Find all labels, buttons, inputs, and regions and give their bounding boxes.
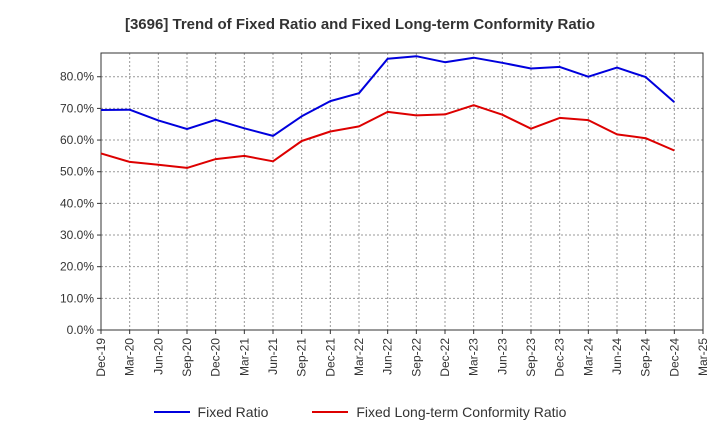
y-tick-label: 10.0% — [60, 291, 94, 305]
x-tick-label: Dec-19 — [94, 338, 108, 377]
x-tick-label: Mar-25 — [696, 338, 710, 376]
x-tick-label: Dec-24 — [667, 338, 681, 377]
y-tick-label: 30.0% — [60, 228, 94, 242]
x-tick-label: Mar-24 — [581, 338, 595, 376]
x-tick-label: Sep-24 — [639, 338, 653, 377]
x-tick-label: Dec-21 — [323, 338, 337, 377]
series-line-fixed-long-term-conformity-ratio — [100, 104, 675, 169]
x-tick-label: Sep-21 — [295, 338, 309, 377]
x-tick-label: Sep-20 — [180, 338, 194, 377]
x-tick-label: Jun-23 — [495, 338, 509, 375]
x-tick-label: Mar-20 — [123, 338, 137, 376]
x-tick-label: Mar-23 — [467, 338, 481, 376]
x-tick-label: Jun-21 — [266, 338, 280, 375]
y-tick-label: 60.0% — [60, 133, 94, 147]
x-tick-label: Jun-20 — [151, 338, 165, 375]
y-tick-label: 80.0% — [60, 70, 94, 84]
x-tick-label: Sep-22 — [409, 338, 423, 377]
legend-label: Fixed Ratio — [197, 404, 269, 420]
legend-item: Fixed Ratio — [153, 404, 269, 420]
legend-swatch — [153, 411, 190, 413]
y-tick-label: 0.0% — [67, 323, 95, 337]
y-tick-label: 40.0% — [60, 196, 94, 210]
x-tick-label: Mar-21 — [237, 338, 251, 376]
y-tick-label: 50.0% — [60, 165, 94, 179]
legend-swatch — [312, 411, 349, 413]
x-tick-label: Jun-24 — [610, 338, 624, 375]
y-tick-label: 20.0% — [60, 260, 94, 274]
x-tick-label: Dec-22 — [438, 338, 452, 377]
x-tick-label: Mar-22 — [352, 338, 366, 376]
legend-label: Fixed Long-term Conformity Ratio — [356, 404, 567, 420]
series-line-fixed-ratio — [100, 55, 675, 137]
x-tick-label: Dec-20 — [209, 338, 223, 377]
y-tick-label: 70.0% — [60, 101, 94, 115]
x-tick-label: Dec-23 — [553, 338, 567, 377]
legend-item: Fixed Long-term Conformity Ratio — [312, 404, 566, 420]
x-tick-label: Jun-22 — [381, 338, 395, 375]
chart-title: [3696] Trend of Fixed Ratio and Fixed Lo… — [124, 16, 596, 33]
x-tick-label: Sep-23 — [524, 338, 538, 377]
chart-legend: Fixed Ratio Fixed Long-term Conformity Ra… — [0, 404, 720, 420]
plot-frame — [100, 52, 704, 331]
